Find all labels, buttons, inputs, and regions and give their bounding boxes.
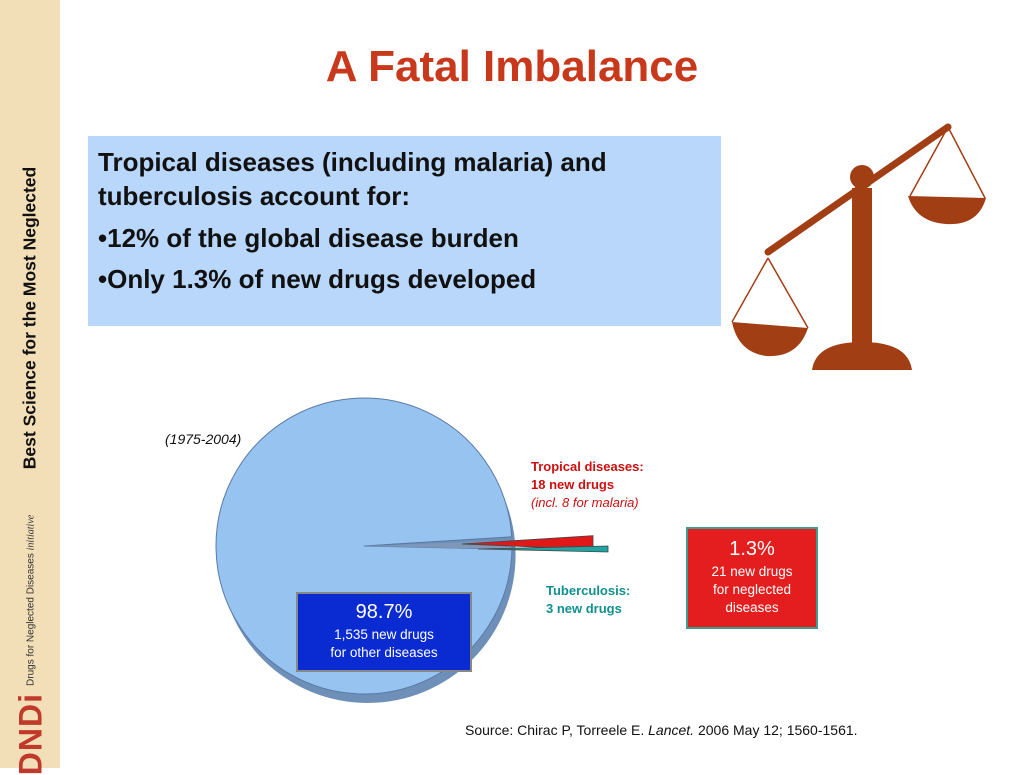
source-citation: Source: Chirac P, Torreele E. Lancet. 20… (465, 722, 858, 738)
other-diseases-percent: 98.7% (355, 601, 413, 623)
tropical-diseases-label: Tropical diseases: 18 new drugs (incl. 8… (531, 458, 644, 512)
chart-period-label: (1975-2004) (165, 431, 242, 447)
pie-slice-tuberculosis (477, 545, 609, 553)
other-diseases-desc: for other diseases (330, 645, 438, 661)
neglected-diseases-box: 1.3% 21 new drugs for neglected diseases (686, 527, 818, 629)
neglected-percent: 1.3% (729, 538, 775, 560)
balance-scale-icon (731, 123, 986, 370)
tuberculosis-label: Tuberculosis: 3 new drugs (546, 582, 630, 618)
neglected-count: 21 new drugs (711, 564, 793, 579)
tropical-count: 18 new drugs (531, 476, 615, 492)
info-bullet-drugs: •Only 1.3% of new drugs developed (98, 264, 537, 295)
info-bullet-burden: •12% of the global disease burden (98, 222, 519, 253)
pie-slice-tropical (461, 535, 594, 550)
neglected-desc-1: for neglected (712, 582, 792, 598)
other-diseases-count: 1,535 new drugs (334, 627, 434, 642)
neglected-desc-2: diseases (725, 600, 779, 616)
tropical-title: Tropical diseases: (531, 459, 644, 474)
source-journal: Lancet. (648, 722, 695, 738)
info-intro: Tropical diseases (including malaria) an… (98, 147, 607, 211)
other-diseases-box: 98.7% 1,535 new drugs for other diseases (296, 592, 472, 672)
slide-title: A Fatal Imbalance (325, 42, 699, 91)
info-box: Tropical diseases (including malaria) an… (88, 136, 721, 326)
tuberculosis-count: 3 new drugs (546, 600, 622, 616)
sidebar: Best Science for the Most Neglected DNDi… (0, 0, 60, 775)
tuberculosis-title: Tuberculosis: (546, 583, 631, 598)
tropical-note: (incl. 8 for malaria) (531, 494, 639, 510)
